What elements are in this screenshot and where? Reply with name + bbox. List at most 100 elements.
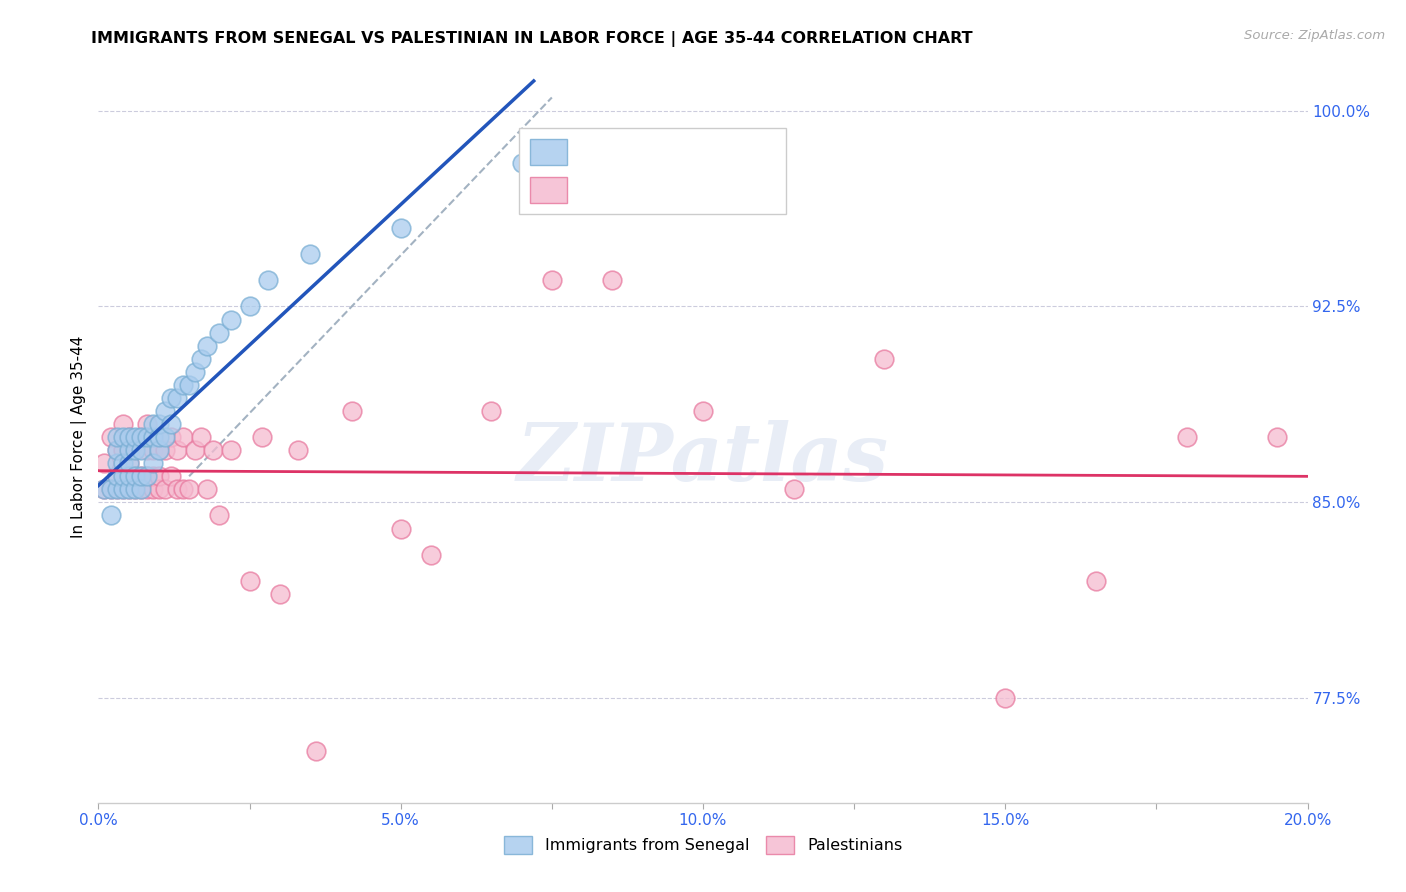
Point (166, 391, 188, 405)
Point (153, 430, 176, 444)
Point (124, 483, 146, 497)
Point (111, 483, 134, 497)
Point (994, 691, 1017, 706)
Point (111, 443, 134, 458)
Text: N = 50: N = 50 (685, 143, 747, 161)
Point (160, 417, 183, 431)
Point (100, 483, 122, 497)
Point (208, 326, 231, 340)
Legend: Immigrants from Senegal, Palestinians: Immigrants from Senegal, Palestinians (498, 830, 908, 861)
Point (105, 483, 128, 497)
Point (124, 430, 146, 444)
Point (105, 469, 128, 483)
Point (179, 377, 201, 392)
Point (118, 430, 141, 444)
Text: Source: ZipAtlas.com: Source: ZipAtlas.com (1244, 29, 1385, 42)
Point (142, 443, 165, 458)
Point (93, 483, 115, 497)
Point (153, 483, 176, 497)
Point (105, 469, 128, 483)
Point (142, 430, 165, 444)
Point (105, 430, 128, 444)
Point (148, 469, 170, 483)
Point (148, 430, 170, 444)
Point (160, 469, 183, 483)
Point (105, 483, 128, 497)
Point (389, 221, 412, 235)
Point (148, 443, 170, 458)
Point (179, 483, 201, 497)
Point (142, 456, 165, 470)
Point (124, 443, 146, 458)
Point (118, 469, 141, 483)
Point (111, 469, 134, 483)
Point (135, 469, 157, 483)
Point (208, 508, 231, 523)
Point (135, 443, 157, 458)
Point (129, 469, 152, 483)
Point (135, 469, 157, 483)
Point (239, 300, 262, 314)
Point (190, 351, 212, 366)
Point (148, 483, 170, 497)
Point (135, 430, 157, 444)
Point (111, 430, 134, 444)
Point (342, 404, 364, 418)
Point (118, 456, 141, 470)
Point (129, 430, 152, 444)
Text: R = 0.042: R = 0.042 (578, 181, 668, 199)
Text: ZIPatlas: ZIPatlas (517, 420, 889, 498)
Point (93, 456, 115, 470)
Point (105, 443, 128, 458)
Point (692, 404, 714, 418)
Point (93, 483, 115, 497)
Point (153, 443, 176, 458)
Point (239, 574, 262, 588)
Point (118, 469, 141, 483)
Point (287, 443, 309, 458)
Point (195, 483, 218, 497)
Point (305, 743, 328, 757)
Point (100, 483, 122, 497)
Point (129, 483, 152, 497)
Text: IMMIGRANTS FROM SENEGAL VS PALESTINIAN IN LABOR FORCE | AGE 35-44 CORRELATION CH: IMMIGRANTS FROM SENEGAL VS PALESTINIAN I… (91, 31, 973, 47)
Point (269, 587, 291, 601)
Point (221, 312, 243, 326)
Point (148, 443, 170, 458)
Point (129, 430, 152, 444)
Point (160, 430, 183, 444)
Point (124, 469, 146, 483)
Point (153, 404, 176, 418)
Point (389, 522, 412, 536)
Point (118, 483, 141, 497)
Point (105, 443, 128, 458)
Point (510, 155, 533, 169)
Point (256, 273, 278, 287)
Point (129, 469, 152, 483)
Point (105, 456, 128, 470)
Point (873, 351, 896, 366)
FancyBboxPatch shape (530, 139, 567, 164)
Point (100, 430, 122, 444)
Point (124, 443, 146, 458)
Point (142, 469, 165, 483)
Y-axis label: In Labor Force | Age 35-44: In Labor Force | Age 35-44 (72, 336, 87, 538)
Point (184, 365, 207, 379)
Point (202, 443, 225, 458)
Point (420, 548, 443, 562)
Point (481, 404, 503, 418)
Point (184, 443, 207, 458)
Point (118, 456, 141, 470)
Point (111, 456, 134, 470)
Point (111, 469, 134, 483)
Point (540, 273, 562, 287)
Text: N = 64: N = 64 (685, 181, 747, 199)
Point (221, 443, 243, 458)
Point (602, 273, 624, 287)
Text: R = 0.425: R = 0.425 (578, 143, 668, 161)
Point (142, 417, 165, 431)
Point (124, 469, 146, 483)
FancyBboxPatch shape (519, 128, 786, 213)
Point (299, 247, 322, 261)
Point (148, 417, 170, 431)
